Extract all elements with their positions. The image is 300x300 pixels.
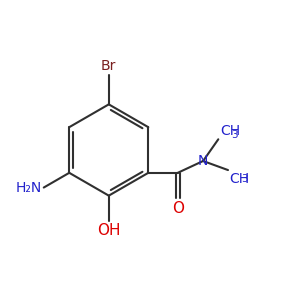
Text: OH: OH — [97, 223, 121, 238]
Text: 3: 3 — [241, 174, 248, 184]
Text: 3: 3 — [232, 130, 238, 140]
Text: N: N — [198, 154, 208, 168]
Text: O: O — [172, 201, 184, 216]
Text: CH: CH — [230, 172, 250, 185]
Text: Br: Br — [101, 58, 116, 73]
Text: H₂N: H₂N — [16, 181, 42, 194]
Text: CH: CH — [220, 124, 240, 138]
